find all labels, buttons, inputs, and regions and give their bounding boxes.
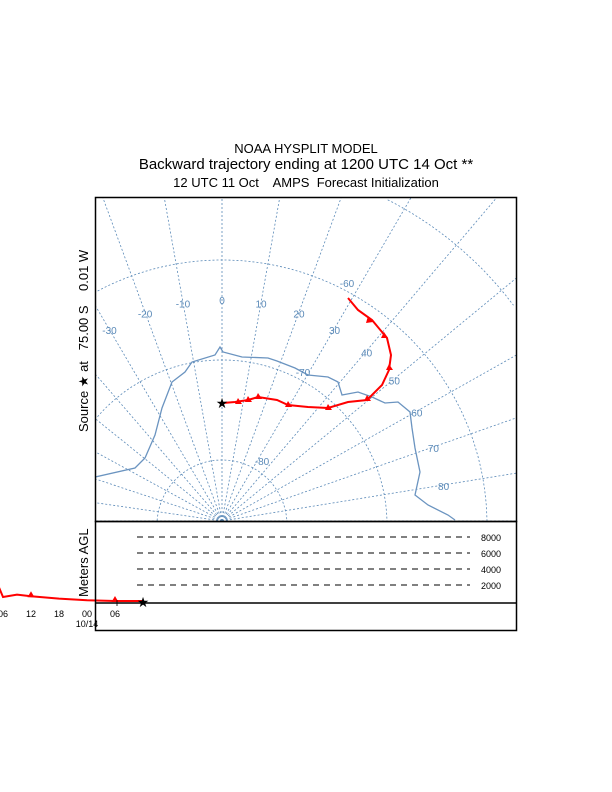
longitude-label: 30 (329, 326, 341, 337)
meridian-line (221, 354, 516, 521)
longitude-label: 0 (219, 296, 225, 307)
meridian-line (96, 374, 223, 521)
map-frame (94, 196, 518, 523)
map-labels: -30 -20 -10 0 10 20 30 40 50 60 70 80 -60 -70 -80 (102, 279, 449, 493)
meridian-line (96, 451, 223, 521)
height-series-line (0, 587, 143, 602)
x-tick-label: 06 (110, 609, 120, 619)
trajectory-markers (235, 316, 393, 410)
y-tick-label: 6000 (481, 549, 501, 559)
meridian-line (96, 478, 223, 521)
meridian-line (221, 277, 516, 521)
longitude-label: 60 (411, 409, 423, 420)
meridian-line (102, 198, 223, 521)
longitude-label: 70 (428, 444, 440, 455)
longitude-label: 10 (256, 299, 268, 310)
meridian-line (221, 198, 342, 521)
y-tick-label: 4000 (481, 565, 501, 575)
y-axis-label: Meters AGL (76, 528, 91, 597)
meridian-line (96, 306, 223, 521)
latitude-circle (97, 359, 388, 520)
y-tick-label: 2000 (481, 581, 501, 591)
height-chart: 2000400060008000★+0600181206001812060018… (0, 533, 501, 629)
longitude-label: 80 (438, 482, 450, 493)
x-tick-label: 06 (0, 609, 8, 619)
latitude-circle (387, 199, 514, 306)
latitude-label: -60 (340, 279, 355, 290)
chart-title: NOAA HYSPLIT MODEL (234, 141, 378, 156)
source-label: Source ★ at 75.00 S 0.01 W (76, 249, 91, 432)
meridian-line (96, 418, 223, 521)
chart-subtitle-init: 12 UTC 11 Oct AMPS Forecast Initializati… (173, 175, 439, 190)
x-tick-label: 00 (82, 609, 92, 619)
map-grid (96, 198, 516, 521)
chart-subtitle: Backward trajectory ending at 1200 UTC 1… (138, 156, 474, 173)
coastline (96, 345, 456, 521)
meridian-line (221, 198, 281, 521)
meridian-line (221, 198, 412, 521)
latitude-label: -70 (296, 368, 311, 379)
source-star-icon: ★ (216, 395, 229, 411)
meridian-line (96, 502, 223, 521)
x-tick-label: 12 (26, 609, 36, 619)
meridian-line (221, 472, 516, 521)
height-marker (27, 591, 35, 598)
meridian-line (163, 198, 223, 521)
x-tick-label: 18 (54, 609, 64, 619)
y-tick-label: 8000 (481, 533, 501, 543)
meridian-line (221, 198, 497, 521)
meridian-line (221, 417, 516, 521)
longitude-label: 50 (389, 376, 401, 387)
longitude-label: -30 (102, 326, 117, 337)
longitude-label: 40 (361, 349, 373, 360)
height-marker (111, 596, 119, 602)
latitude-circle (156, 459, 288, 521)
date-label: 10/14 (76, 619, 99, 629)
height-frame (94, 520, 518, 632)
longitude-label: -20 (138, 310, 153, 321)
latitude-label: -80 (255, 457, 270, 468)
longitude-label: 20 (293, 310, 305, 321)
longitude-label: -10 (176, 299, 191, 310)
source-star-icon: ★ (137, 594, 150, 610)
